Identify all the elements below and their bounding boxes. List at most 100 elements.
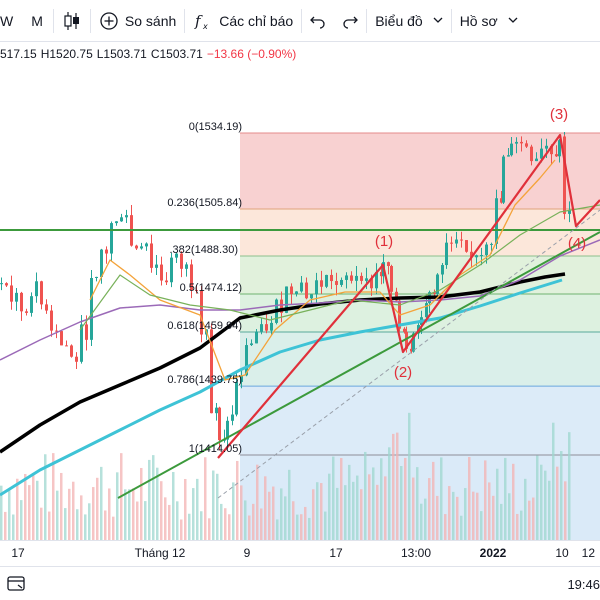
candle-body xyxy=(330,274,333,282)
volume-bar xyxy=(16,478,19,540)
fib-zone xyxy=(240,208,600,256)
indicators-label: Các chỉ báo xyxy=(219,12,294,29)
volume-bar xyxy=(184,478,187,540)
candle-body xyxy=(280,299,283,313)
redo-button[interactable] xyxy=(334,0,366,42)
chart-style-button[interactable] xyxy=(54,0,90,42)
candle-body xyxy=(200,290,203,335)
chart-type-dropdown[interactable]: Biểu đồ xyxy=(367,0,450,42)
interval-month-button[interactable]: M xyxy=(21,0,53,42)
volume-bar xyxy=(364,451,367,540)
candle-body xyxy=(195,289,198,291)
candle-body xyxy=(355,275,358,281)
candle-body xyxy=(390,265,393,292)
volume-bar xyxy=(536,455,539,540)
candle-body xyxy=(305,282,308,299)
candle-body xyxy=(395,291,398,301)
volume-bar xyxy=(560,451,563,540)
wave-label: (3) xyxy=(550,106,568,123)
volume-bar xyxy=(556,466,559,540)
fib-level-label: 0.786(1439.75) xyxy=(167,374,242,386)
volume-bar xyxy=(292,501,295,540)
candle-body xyxy=(550,145,553,155)
volume-bar xyxy=(108,488,111,540)
volume-bar xyxy=(384,476,387,540)
candle-body xyxy=(65,345,68,347)
volume-bar xyxy=(504,457,507,540)
volume-bar xyxy=(484,460,487,540)
toolbar-divider xyxy=(89,8,91,33)
candle-body xyxy=(285,286,288,313)
volume-bar xyxy=(332,456,335,540)
candle-body xyxy=(502,156,505,203)
interval-week-button[interactable]: W xyxy=(0,0,21,42)
compare-button[interactable]: So sánh xyxy=(91,0,184,42)
candle-body xyxy=(120,217,123,222)
chevron-down-icon xyxy=(433,15,443,26)
time-axis[interactable]: 17 Tháng 12 9 17 13:00 2022 10 12 xyxy=(0,540,600,564)
candle-body xyxy=(80,324,83,362)
candle-body xyxy=(535,158,538,162)
volume-bar xyxy=(0,485,3,540)
candle-body xyxy=(460,239,463,241)
volume-bar xyxy=(164,497,167,540)
volume-bar xyxy=(52,453,55,540)
volume-bar xyxy=(480,511,483,540)
volume-bar xyxy=(392,433,395,540)
candle-body xyxy=(490,243,493,245)
volume-bar xyxy=(92,487,95,540)
candle-body xyxy=(15,292,18,302)
ma-green-line xyxy=(79,204,600,331)
volume-bar xyxy=(452,491,455,540)
volume-bar xyxy=(72,481,75,540)
time-axis-label: 17 xyxy=(329,546,343,560)
volume-bar xyxy=(36,480,39,540)
candle-body xyxy=(50,310,53,331)
volume-bar xyxy=(148,459,151,540)
go-to-date-icon[interactable] xyxy=(6,575,28,593)
candle-body xyxy=(240,375,243,382)
undo-button[interactable] xyxy=(302,0,334,42)
volume-bar xyxy=(220,503,223,540)
candle-body xyxy=(360,275,363,281)
profile-dropdown[interactable]: Hồ sơ xyxy=(452,0,526,42)
volume-bar xyxy=(256,464,259,540)
volume-bar xyxy=(144,501,147,540)
volume-bar xyxy=(28,485,31,540)
candle-body xyxy=(370,278,373,289)
volume-bar xyxy=(376,484,379,540)
candle-body xyxy=(115,221,118,224)
volume-bar xyxy=(272,486,275,540)
toolbar-divider xyxy=(52,8,54,33)
candle-body xyxy=(210,329,213,414)
candle-body xyxy=(310,294,313,299)
toolbar-divider xyxy=(184,8,186,33)
ohlc-high: H1520.75 xyxy=(40,47,93,61)
volume-bar xyxy=(140,467,143,540)
volume-bar xyxy=(412,477,415,540)
volume-bar xyxy=(160,481,163,540)
candle-body xyxy=(150,243,153,268)
indicators-button[interactable]: f x Các chỉ báo xyxy=(185,0,301,42)
chevron-down-icon xyxy=(508,15,518,26)
volume-bar xyxy=(512,463,515,540)
price-chart[interactable]: 0(1534.19) 0.236(1505.84) .382(1488.30) 0.5… xyxy=(0,68,600,540)
compare-label: So sánh xyxy=(124,12,177,29)
volume-bar xyxy=(508,493,511,540)
candle-body xyxy=(160,264,163,281)
volume-bar xyxy=(32,472,35,540)
undo-icon xyxy=(308,11,328,31)
candle-body xyxy=(145,243,148,247)
fib-level-label: 0.5(1474.12) xyxy=(180,282,242,294)
candle-body xyxy=(475,255,478,258)
top-toolbar: W M So xyxy=(0,0,600,42)
candle-body xyxy=(90,277,93,340)
candle-body xyxy=(235,381,238,415)
volume-bar xyxy=(132,488,135,540)
time-axis-label: 2022 xyxy=(479,546,507,560)
candle-body xyxy=(545,145,548,149)
wave-label: (4) xyxy=(568,235,586,252)
volume-bar xyxy=(492,495,495,540)
volume-bar xyxy=(456,496,459,540)
candle-body xyxy=(260,324,263,332)
